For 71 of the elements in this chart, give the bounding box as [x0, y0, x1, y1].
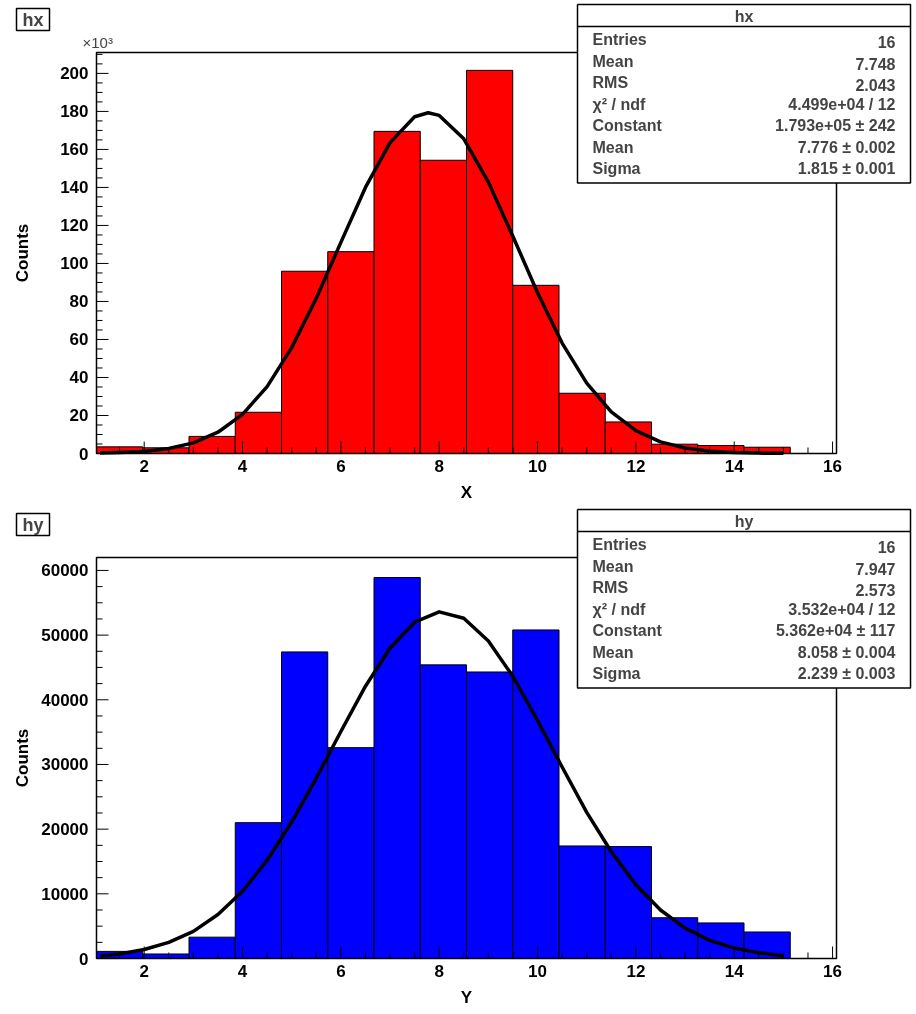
text: ×10³ — [82, 33, 113, 51]
annotation: 3.532e+04 / 12 — [788, 600, 896, 618]
text: 2.573 — [855, 582, 896, 599]
text: 2.043 — [855, 77, 896, 94]
annotation: 4.499e+04 / 12 — [788, 95, 896, 113]
y-tick-label: 180 — [60, 102, 89, 122]
y-tick-label: 60000 — [41, 561, 89, 581]
y-tick-label: 200 — [60, 64, 89, 84]
x-tick-label: 10 — [528, 456, 548, 476]
annotation: χ² / ndf — [592, 95, 646, 113]
chart-title: hx — [22, 9, 44, 30]
x-tick-label: 2 — [139, 456, 149, 476]
x-tick-label: 6 — [336, 456, 346, 476]
x-tick-label: 16 — [823, 456, 843, 476]
annotation: χ² / ndf — [592, 600, 646, 618]
annotation: 1.815 ± 0.001 — [797, 160, 896, 177]
x-axis-title: X — [460, 482, 473, 502]
y-axis-title: Counts — [13, 223, 32, 283]
y-tick-label: 50000 — [41, 626, 89, 646]
x-tick-label: 2 — [139, 961, 149, 981]
text: hx — [734, 7, 754, 25]
y-tick-label: 40000 — [41, 690, 89, 710]
x-tick-label: 14 — [724, 961, 745, 981]
y-tick-label: 60 — [69, 330, 89, 350]
x-axis-title: Y — [460, 987, 473, 1007]
y-tick-label: 160 — [60, 140, 89, 160]
annotation: 8.058 ± 0.004 — [797, 643, 896, 661]
annotation: 2.239 ± 0.003 — [797, 665, 896, 682]
annotation: Mean — [592, 643, 634, 661]
text: 7.947 — [855, 560, 896, 578]
text: 16 — [877, 539, 896, 556]
annotation: Constant — [592, 117, 663, 134]
x-tick-label: 10 — [528, 961, 548, 981]
y-axis-title: Counts — [13, 728, 32, 788]
x-tick-label: 4 — [237, 961, 248, 981]
annotation: Sigma — [592, 160, 641, 177]
annotation: Mean — [592, 138, 634, 156]
y-tick-label: 10000 — [41, 884, 89, 904]
text: 16 — [877, 34, 896, 51]
text: hy — [734, 512, 754, 530]
y-tick-label: 100 — [60, 254, 89, 274]
y-tick-label: 20000 — [41, 820, 89, 840]
x-tick-label: 8 — [434, 961, 444, 981]
annotation: Constant — [592, 622, 663, 639]
annotation: 5.362e+04 ± 117 — [775, 622, 896, 639]
y-tick-label: 40 — [69, 368, 89, 388]
y-tick-label: 120 — [60, 216, 89, 236]
text: 7.748 — [855, 55, 896, 73]
y-tick-label: 0 — [79, 949, 89, 969]
y-tick-label: 140 — [60, 178, 89, 198]
annotation: 7.776 ± 0.002 — [797, 138, 896, 156]
x-tick-label: 16 — [823, 961, 843, 981]
x-tick-label: 12 — [626, 961, 646, 981]
text: Entries — [592, 536, 647, 553]
annotation: 1.793e+05 ± 242 — [775, 117, 896, 134]
x-tick-label: 4 — [237, 456, 248, 476]
y-tick-label: 30000 — [41, 755, 89, 775]
annotation: RMS — [592, 74, 629, 91]
y-tick-label: 0 — [79, 444, 89, 464]
annotation: Mean — [592, 557, 634, 575]
x-tick-label: 12 — [626, 456, 646, 476]
y-tick-label: 20 — [69, 406, 89, 426]
annotation: Mean — [592, 52, 634, 70]
y-tick-label: 80 — [69, 292, 89, 312]
text: Entries — [592, 31, 647, 48]
x-tick-label: 6 — [336, 961, 346, 981]
x-tick-label: 14 — [724, 456, 745, 476]
annotation: RMS — [592, 579, 629, 596]
annotation: Sigma — [592, 665, 641, 682]
x-tick-label: 8 — [434, 456, 444, 476]
chart-title: hy — [22, 514, 44, 535]
